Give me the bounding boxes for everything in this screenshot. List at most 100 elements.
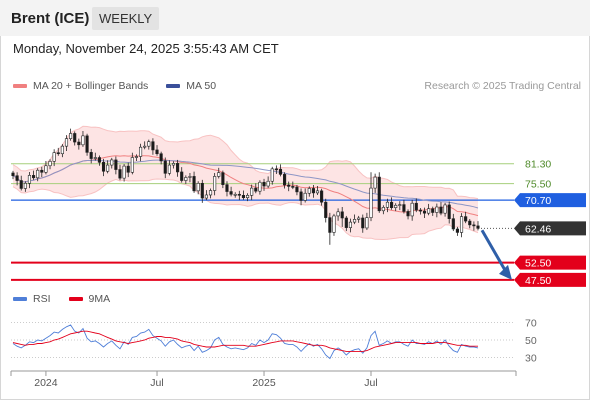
level-text-62.46: 62.46 [525, 223, 551, 235]
candle-body [36, 169, 40, 179]
candle [418, 208, 422, 215]
candle-body [77, 141, 81, 146]
candle-body [126, 165, 130, 173]
level-lines [11, 163, 514, 281]
candle-body [200, 182, 204, 199]
candle [19, 175, 23, 191]
candle-body [422, 210, 427, 214]
candle-body [11, 172, 15, 177]
candle [23, 181, 27, 192]
candle-body [213, 176, 217, 191]
rsi-legend: RSI 9MA [13, 293, 128, 305]
timeframe-badge[interactable]: WEEKLY [92, 7, 160, 30]
level-label-52.50: 52.50 [514, 255, 586, 270]
candle-body [225, 184, 229, 192]
candle-body [159, 153, 163, 162]
candle [32, 170, 36, 180]
candle [278, 164, 283, 177]
candle-body [418, 209, 422, 212]
candle-body [287, 184, 291, 187]
candle [332, 213, 336, 236]
candle-body [139, 146, 143, 157]
candle [250, 184, 254, 201]
candle [139, 143, 143, 162]
forecast-arrow [480, 229, 512, 280]
candle-body [311, 188, 315, 194]
level-tag-47.50 [514, 272, 586, 287]
candle [390, 197, 394, 210]
candle-body [27, 175, 32, 184]
candle-body [315, 190, 320, 194]
candle [328, 212, 332, 245]
level-label-75.50: 75.50 [525, 179, 551, 191]
candle-body [328, 217, 332, 233]
candle [200, 179, 204, 203]
candle [151, 138, 155, 155]
rsi-tick-label: 30 [525, 353, 537, 365]
level-label-81.30: 81.30 [525, 159, 551, 171]
level-tag-52.50 [514, 255, 586, 270]
candle [394, 203, 398, 212]
candle [254, 183, 258, 194]
candle [225, 181, 229, 197]
price-legend: MA 20 + Bollinger Bands MA 50 [13, 80, 234, 92]
candle-body [52, 152, 56, 162]
candle [414, 198, 418, 213]
candle [320, 188, 324, 206]
candle [229, 186, 233, 197]
candle [196, 181, 200, 195]
candle [143, 141, 147, 150]
level-label-70.70: 70.70 [514, 193, 586, 208]
candle [451, 213, 455, 232]
rsi-tick-label: 50 [525, 335, 537, 347]
level-text-47.50: 47.50 [525, 275, 551, 287]
x-tick-label: Jul [150, 377, 163, 389]
candle-body [208, 190, 213, 196]
candle [221, 170, 225, 189]
legend-item-9ma: 9MA [68, 293, 110, 305]
candle [77, 138, 81, 150]
candle-body [336, 211, 340, 217]
candle-body [155, 149, 159, 155]
candle [114, 156, 118, 175]
timestamp: Monday, November 24, 2025 3:55:43 AM CET [13, 41, 279, 56]
candle [311, 185, 315, 198]
candle-body [455, 228, 459, 233]
candle-body [204, 194, 208, 199]
candles[interactable] [11, 128, 480, 245]
candle [291, 181, 295, 190]
rsi-ma-swatch-icon [68, 297, 83, 301]
candle [422, 207, 427, 218]
candle [101, 158, 106, 177]
candle [464, 211, 468, 224]
candle [56, 147, 60, 156]
candle-body [73, 133, 77, 143]
candle [324, 198, 328, 223]
candle [126, 162, 130, 178]
candle [476, 221, 480, 231]
candle-body [299, 191, 303, 201]
candle [180, 167, 184, 183]
rsi-tick-label: 70 [525, 317, 537, 329]
candle-body [390, 201, 394, 208]
ma50-line [12, 159, 479, 209]
candle [472, 221, 476, 231]
candle-body [303, 192, 307, 201]
candle-body [118, 169, 122, 179]
candle [447, 201, 451, 224]
candle [468, 219, 472, 229]
bollinger-swatch-icon [13, 84, 27, 88]
candle-body [122, 165, 126, 179]
candle-body [414, 202, 418, 211]
candle-body [130, 157, 134, 173]
candle [130, 152, 134, 175]
level-text-70.70: 70.70 [525, 195, 551, 207]
rsi-panel: 70 50 30 [11, 317, 537, 365]
candle-body [369, 187, 373, 218]
candle [431, 206, 435, 216]
rsi-swatch-icon [13, 297, 27, 301]
candle-body [365, 217, 369, 229]
candle-body [114, 159, 118, 170]
bollinger-lower-line [12, 178, 479, 241]
